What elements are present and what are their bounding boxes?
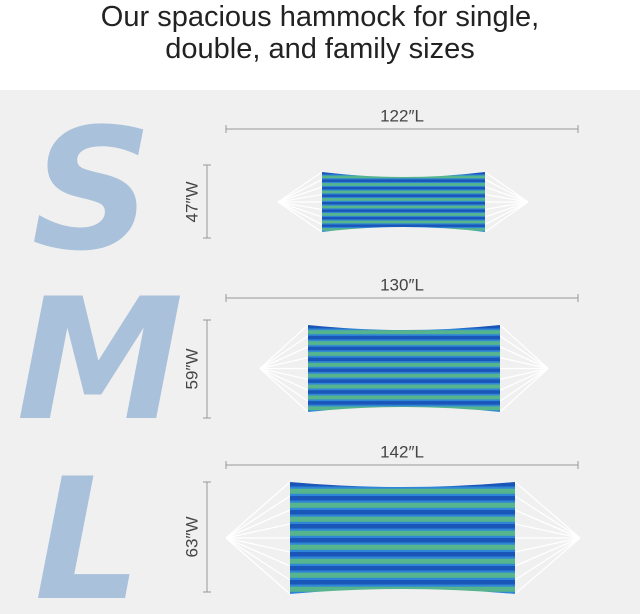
rope: [514, 537, 581, 581]
rope: [259, 367, 309, 381]
rope: [277, 201, 323, 233]
rope: [225, 481, 291, 539]
rope: [225, 537, 291, 567]
length-label: 122″L: [380, 106, 424, 125]
rope: [225, 495, 291, 539]
rope: [277, 193, 323, 203]
size-letter: L: [34, 442, 141, 614]
rope: [514, 523, 581, 539]
rope: [277, 186, 323, 203]
rope: [484, 201, 529, 233]
width-label: 63″W: [182, 517, 201, 558]
rope: [277, 201, 323, 211]
hammock-body: [308, 325, 500, 412]
rope: [499, 368, 549, 413]
rope: [499, 367, 549, 391]
rope: [259, 368, 309, 413]
rope: [225, 537, 291, 581]
length-label: 142″L: [380, 442, 424, 461]
width-label: 47″W: [182, 182, 201, 223]
rope: [514, 481, 581, 539]
rope: [259, 367, 309, 402]
rope: [259, 367, 309, 391]
rope: [277, 201, 323, 226]
size-letter: M: [16, 262, 183, 458]
hammock-body: [290, 482, 515, 594]
rope: [514, 537, 581, 567]
rope: [277, 171, 323, 203]
rope: [499, 335, 549, 370]
rope: [484, 186, 529, 203]
rope: [484, 201, 529, 218]
rope: [277, 201, 323, 218]
rope: [259, 324, 309, 369]
hammock-body: [322, 172, 485, 232]
rope: [514, 495, 581, 539]
title-line: Our spacious hammock for single,: [101, 1, 539, 33]
rope: [514, 509, 581, 539]
rope: [225, 537, 291, 595]
rope: [499, 367, 549, 381]
rope: [499, 367, 549, 402]
rope: [514, 537, 581, 595]
rope: [277, 178, 323, 203]
rope: [259, 335, 309, 370]
length-label: 130″L: [380, 275, 424, 294]
width-label: 59″W: [182, 349, 201, 390]
rope: [225, 523, 291, 539]
rope: [484, 193, 529, 203]
rope: [499, 356, 549, 370]
rope: [484, 201, 529, 226]
rope: [259, 346, 309, 370]
rope: [484, 201, 529, 211]
rope: [484, 171, 529, 203]
hammock-rows: [203, 125, 581, 595]
rope: [499, 324, 549, 369]
title-line: double, and family sizes: [165, 33, 475, 65]
rope: [484, 178, 529, 203]
size-letter: S: [32, 92, 153, 288]
rope: [225, 537, 291, 553]
rope: [514, 537, 581, 553]
rope: [225, 509, 291, 539]
rope: [259, 356, 309, 370]
rope: [499, 346, 549, 370]
